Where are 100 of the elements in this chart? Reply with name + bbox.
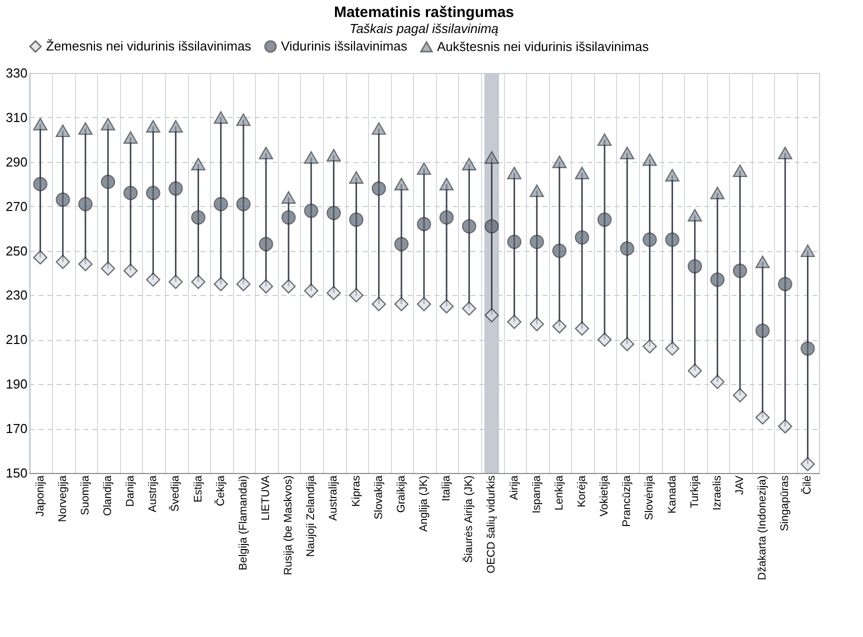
point xyxy=(168,274,183,290)
point xyxy=(642,232,657,247)
point xyxy=(665,168,680,182)
point xyxy=(507,234,522,249)
point xyxy=(439,178,454,190)
x-tick-label: Japonija xyxy=(34,474,46,516)
point xyxy=(732,264,748,278)
point xyxy=(688,259,702,274)
point xyxy=(484,219,499,234)
x-tick-label: Singapūras xyxy=(779,475,792,532)
x-tick-label: JAV xyxy=(734,474,746,495)
point xyxy=(236,197,251,212)
point xyxy=(574,321,590,336)
point xyxy=(123,264,138,278)
point xyxy=(304,204,318,218)
x-tick-label: LIETUVA xyxy=(260,474,272,521)
y-tick-label: 250 xyxy=(6,243,28,258)
point xyxy=(755,324,770,338)
point xyxy=(416,296,432,312)
x-tick-label: Prancūzija xyxy=(621,474,634,527)
point xyxy=(123,131,138,144)
x-tick-label: Švedija xyxy=(168,474,182,512)
x-tick-label: Slovėnija xyxy=(644,474,656,520)
point xyxy=(56,192,70,207)
point xyxy=(349,171,364,184)
point xyxy=(484,151,499,164)
x-tick-label: Olandija xyxy=(102,474,114,516)
point xyxy=(597,212,612,227)
point xyxy=(304,151,318,164)
point xyxy=(394,296,409,312)
point xyxy=(688,208,702,222)
point xyxy=(372,122,386,135)
point xyxy=(688,364,702,378)
point xyxy=(78,122,93,135)
y-tick-label: 310 xyxy=(6,110,28,125)
x-tick-label: Turkija xyxy=(688,474,701,508)
point xyxy=(56,254,70,270)
chart-title: Matematinis raštingumas xyxy=(334,4,514,21)
x-tick-label: Anglija (JK) xyxy=(418,476,430,532)
point xyxy=(416,217,432,232)
point xyxy=(552,319,567,334)
point xyxy=(530,184,544,198)
point xyxy=(281,210,296,225)
y-tick-label: 150 xyxy=(6,466,28,480)
point xyxy=(326,206,341,220)
y-tick-label: 170 xyxy=(6,421,28,436)
point xyxy=(100,118,116,130)
x-tick-label: Danija xyxy=(124,474,137,507)
point xyxy=(33,250,48,265)
x-tick-label: Suomija xyxy=(79,474,92,516)
point xyxy=(78,197,93,212)
y-tick-label: 230 xyxy=(6,288,28,303)
point xyxy=(552,244,567,258)
point xyxy=(394,237,409,252)
y-tick-label: 190 xyxy=(6,376,28,392)
x-tick-label: Estija xyxy=(192,474,204,502)
x-tick-label: Australija xyxy=(328,474,340,521)
point xyxy=(597,133,612,146)
y-tick-label: 270 xyxy=(6,198,28,214)
point xyxy=(349,288,364,302)
x-tick-label: OECD šalių vidurkis xyxy=(486,475,498,574)
point xyxy=(56,124,70,138)
x-tick-label: Korėja xyxy=(576,474,588,508)
point xyxy=(552,156,567,168)
point xyxy=(100,174,116,189)
point xyxy=(620,146,634,160)
point xyxy=(191,274,206,290)
point xyxy=(439,210,454,225)
point xyxy=(642,339,657,354)
point xyxy=(191,210,206,225)
point xyxy=(778,146,792,160)
point xyxy=(168,181,183,196)
legend-label: Vidurinis išsilavinimas xyxy=(281,38,408,54)
point xyxy=(574,166,590,180)
point xyxy=(146,272,160,287)
point xyxy=(484,308,499,322)
x-tick-label: Ispanija xyxy=(530,474,543,514)
point xyxy=(755,256,770,268)
y-tick-label: 330 xyxy=(6,66,28,80)
point xyxy=(326,148,341,162)
x-tick-label: Čekija xyxy=(214,474,227,506)
point xyxy=(168,120,183,133)
x-tick-label: Slovakija xyxy=(372,474,385,520)
legend-label: Aukštesnis nei vidurinis išsilavinimas xyxy=(437,38,650,54)
point xyxy=(597,332,612,347)
point xyxy=(665,232,680,247)
point xyxy=(281,279,296,294)
point xyxy=(574,230,590,245)
point xyxy=(326,286,341,300)
point xyxy=(191,158,206,170)
x-tick-label: Čilė xyxy=(800,476,814,494)
point xyxy=(416,162,432,175)
x-tick-label: Izraelis xyxy=(711,475,724,510)
point xyxy=(732,388,748,402)
point xyxy=(214,276,228,292)
point xyxy=(507,166,522,180)
point xyxy=(755,410,770,425)
x-tick-label: Norvegija xyxy=(56,474,69,522)
x-tick-label: Rusija (be Maskvos) xyxy=(282,476,295,576)
point xyxy=(236,276,251,292)
